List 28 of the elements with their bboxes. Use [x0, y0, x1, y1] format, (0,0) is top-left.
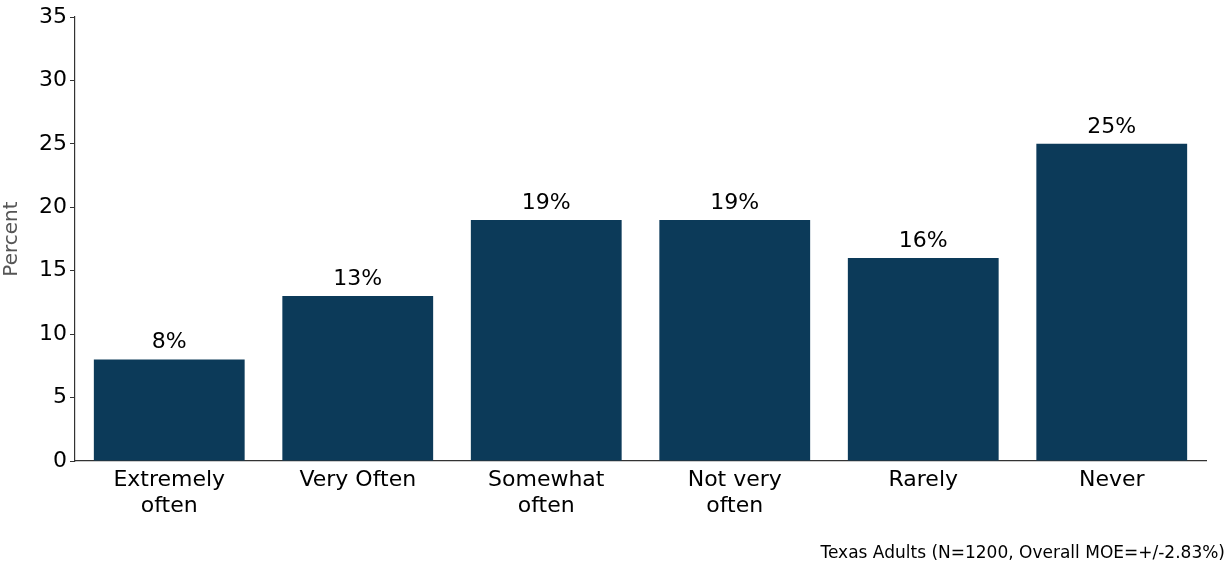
y-tick-label: 20	[39, 193, 67, 218]
data-label: 25%	[1087, 112, 1137, 138]
data-label: 19%	[710, 188, 760, 214]
bar	[93, 359, 245, 461]
data-label: 16%	[898, 226, 948, 252]
y-tick-label: 0	[53, 446, 67, 472]
bar	[282, 296, 434, 461]
y-tick-label: 15	[39, 256, 67, 282]
bar	[470, 219, 622, 461]
x-tick-label: Extremely often	[113, 465, 226, 518]
x-tick-label: Not very often	[687, 465, 782, 518]
text: Texas Adults (N=1200, Overall MOE=+/-2.83%)	[820, 542, 1225, 562]
bar	[659, 219, 811, 461]
y-tick-label: 10	[39, 319, 67, 345]
x-tick-label: Somewhat often	[488, 465, 605, 518]
y-tick-label: 5	[53, 383, 67, 409]
y-tick-label: 25	[39, 129, 67, 155]
y-axis-title: Percent	[0, 201, 23, 277]
y-tick-label: 30	[39, 66, 67, 92]
data-label: 8%	[151, 328, 187, 354]
y-tick-label: 35	[39, 2, 67, 28]
x-tick-label: Never	[1078, 465, 1146, 491]
data-label: 13%	[333, 264, 383, 290]
bar	[847, 258, 999, 461]
x-tick-label: Rarely	[888, 465, 959, 491]
bar	[1036, 143, 1188, 461]
x-tick-label: Very Often	[299, 465, 417, 491]
data-label: 19%	[521, 188, 571, 214]
